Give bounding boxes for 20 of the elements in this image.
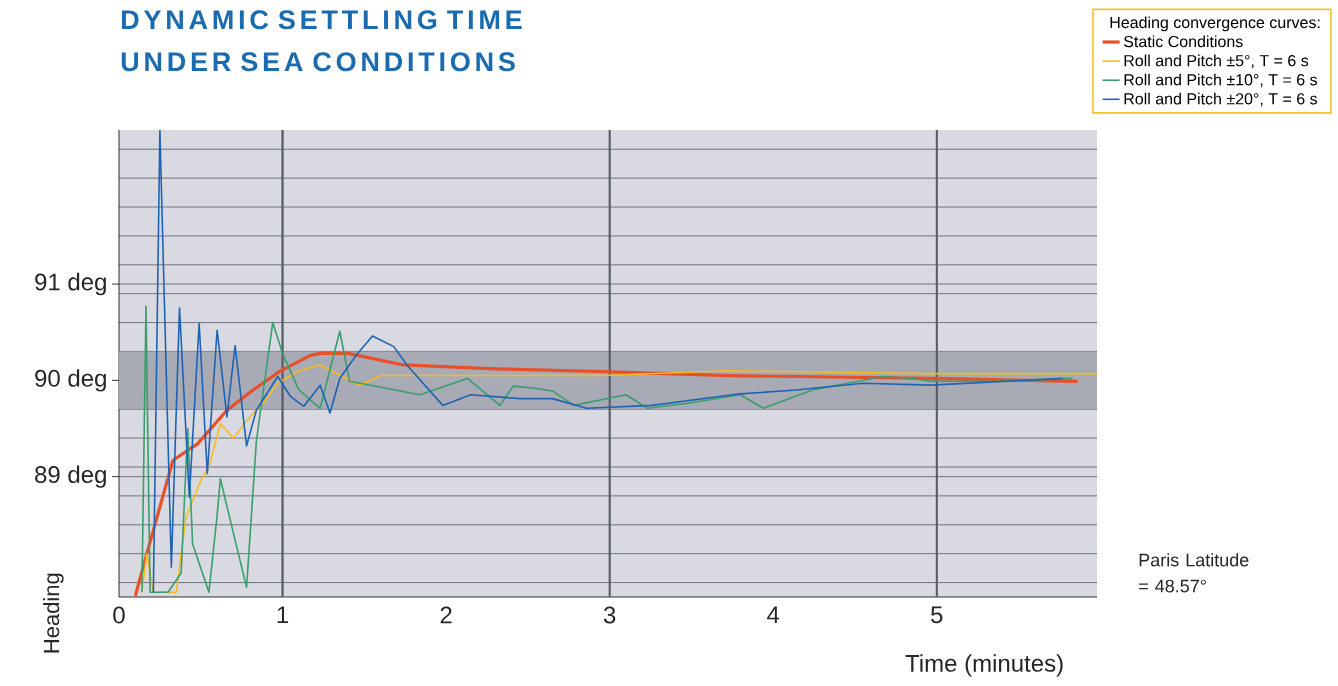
x-tick-label: 0 [113, 606, 125, 624]
x-tick-label: 4 [767, 606, 780, 624]
x-tick-label: 1 [277, 606, 289, 624]
x-tick-label: 5 [931, 606, 943, 624]
line-series [141, 305, 1074, 593]
legend-title: Heading convergence curves: [1110, 16, 1320, 32]
legend-label: Roll and Pitch ±10°, T = 6 s [1124, 73, 1318, 88]
x-axis-title: Time (minutes) [905, 654, 1063, 677]
text: Paris Latitude = 48.57° [1139, 553, 1249, 593]
x-tick-label: 2 [440, 606, 452, 624]
chart-title: DYNAMIC SETTLING TIME UNDER SEA CONDITIONS [121, 10, 522, 72]
line-series [152, 130, 1064, 593]
legend-label: Static Conditions [1123, 35, 1243, 48]
legend-label: Roll and Pitch ±5°, T = 6 s [1124, 54, 1309, 69]
y-tick-label: 91 deg [35, 272, 106, 296]
y-tick-label: 89 deg [35, 465, 106, 488]
y-axis-title: Heading [43, 573, 64, 653]
legend-label: Roll and Pitch ±20°, T = 6 s [1124, 92, 1318, 107]
x-tick-label: 3 [603, 606, 616, 624]
y-tick-label: 90 deg [35, 369, 106, 392]
